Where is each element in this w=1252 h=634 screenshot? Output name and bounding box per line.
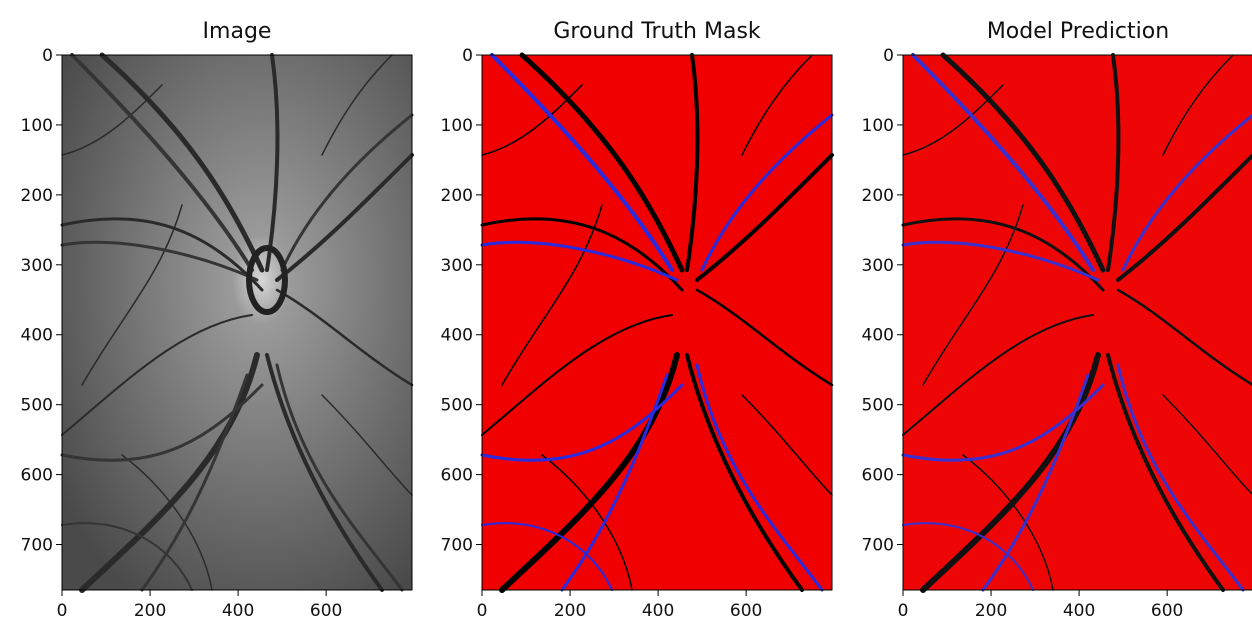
- y-tick-label: 100: [21, 116, 53, 136]
- y-tick-label: 0: [42, 46, 53, 66]
- x-tick-label: 200: [134, 601, 166, 621]
- x-tick-label: 600: [310, 601, 342, 621]
- panel-title: Ground Truth Mask: [553, 19, 761, 44]
- x-tick-label: 400: [642, 601, 674, 621]
- y-tick-label: 0: [462, 46, 473, 66]
- y-tick-label: 100: [862, 116, 894, 136]
- y-tick-label: 400: [21, 326, 53, 346]
- x-tick-label: 600: [1151, 601, 1183, 621]
- x-tick-label: 400: [1063, 601, 1095, 621]
- x-tick-label: 0: [898, 601, 909, 621]
- x-tick-label: 0: [57, 601, 68, 621]
- y-tick-label: 500: [21, 396, 53, 416]
- mask-image: [482, 55, 832, 590]
- y-tick-label: 500: [441, 396, 473, 416]
- y-tick-label: 300: [862, 256, 894, 276]
- fundus-image: [62, 55, 412, 590]
- y-tick-label: 700: [862, 536, 894, 556]
- x-tick-label: 400: [222, 601, 254, 621]
- y-tick-label: 700: [441, 536, 473, 556]
- y-tick-label: 200: [862, 186, 894, 206]
- y-tick-label: 700: [21, 536, 53, 556]
- y-tick-label: 400: [441, 326, 473, 346]
- figure: Image 0 100 200 300 400 500 600 700 0 200 400 600 Gro…: [0, 0, 1252, 634]
- y-tick-label: 600: [862, 466, 894, 486]
- y-tick-label: 400: [862, 326, 894, 346]
- x-tick-label: 600: [730, 601, 762, 621]
- y-tick-label: 300: [21, 256, 53, 276]
- y-tick-label: 100: [441, 116, 473, 136]
- y-tick-label: 300: [441, 256, 473, 276]
- y-tick-label: 600: [441, 466, 473, 486]
- panel-title: Image: [203, 19, 272, 44]
- x-tick-label: 200: [975, 601, 1007, 621]
- y-tick-label: 0: [883, 46, 894, 66]
- y-tick-label: 500: [862, 396, 894, 416]
- y-tick-label: 200: [21, 186, 53, 206]
- y-tick-label: 200: [441, 186, 473, 206]
- x-tick-label: 200: [554, 601, 586, 621]
- y-tick-label: 600: [21, 466, 53, 486]
- panel-title: Model Prediction: [987, 19, 1169, 44]
- x-tick-label: 0: [477, 601, 488, 621]
- prediction-image: [903, 55, 1252, 590]
